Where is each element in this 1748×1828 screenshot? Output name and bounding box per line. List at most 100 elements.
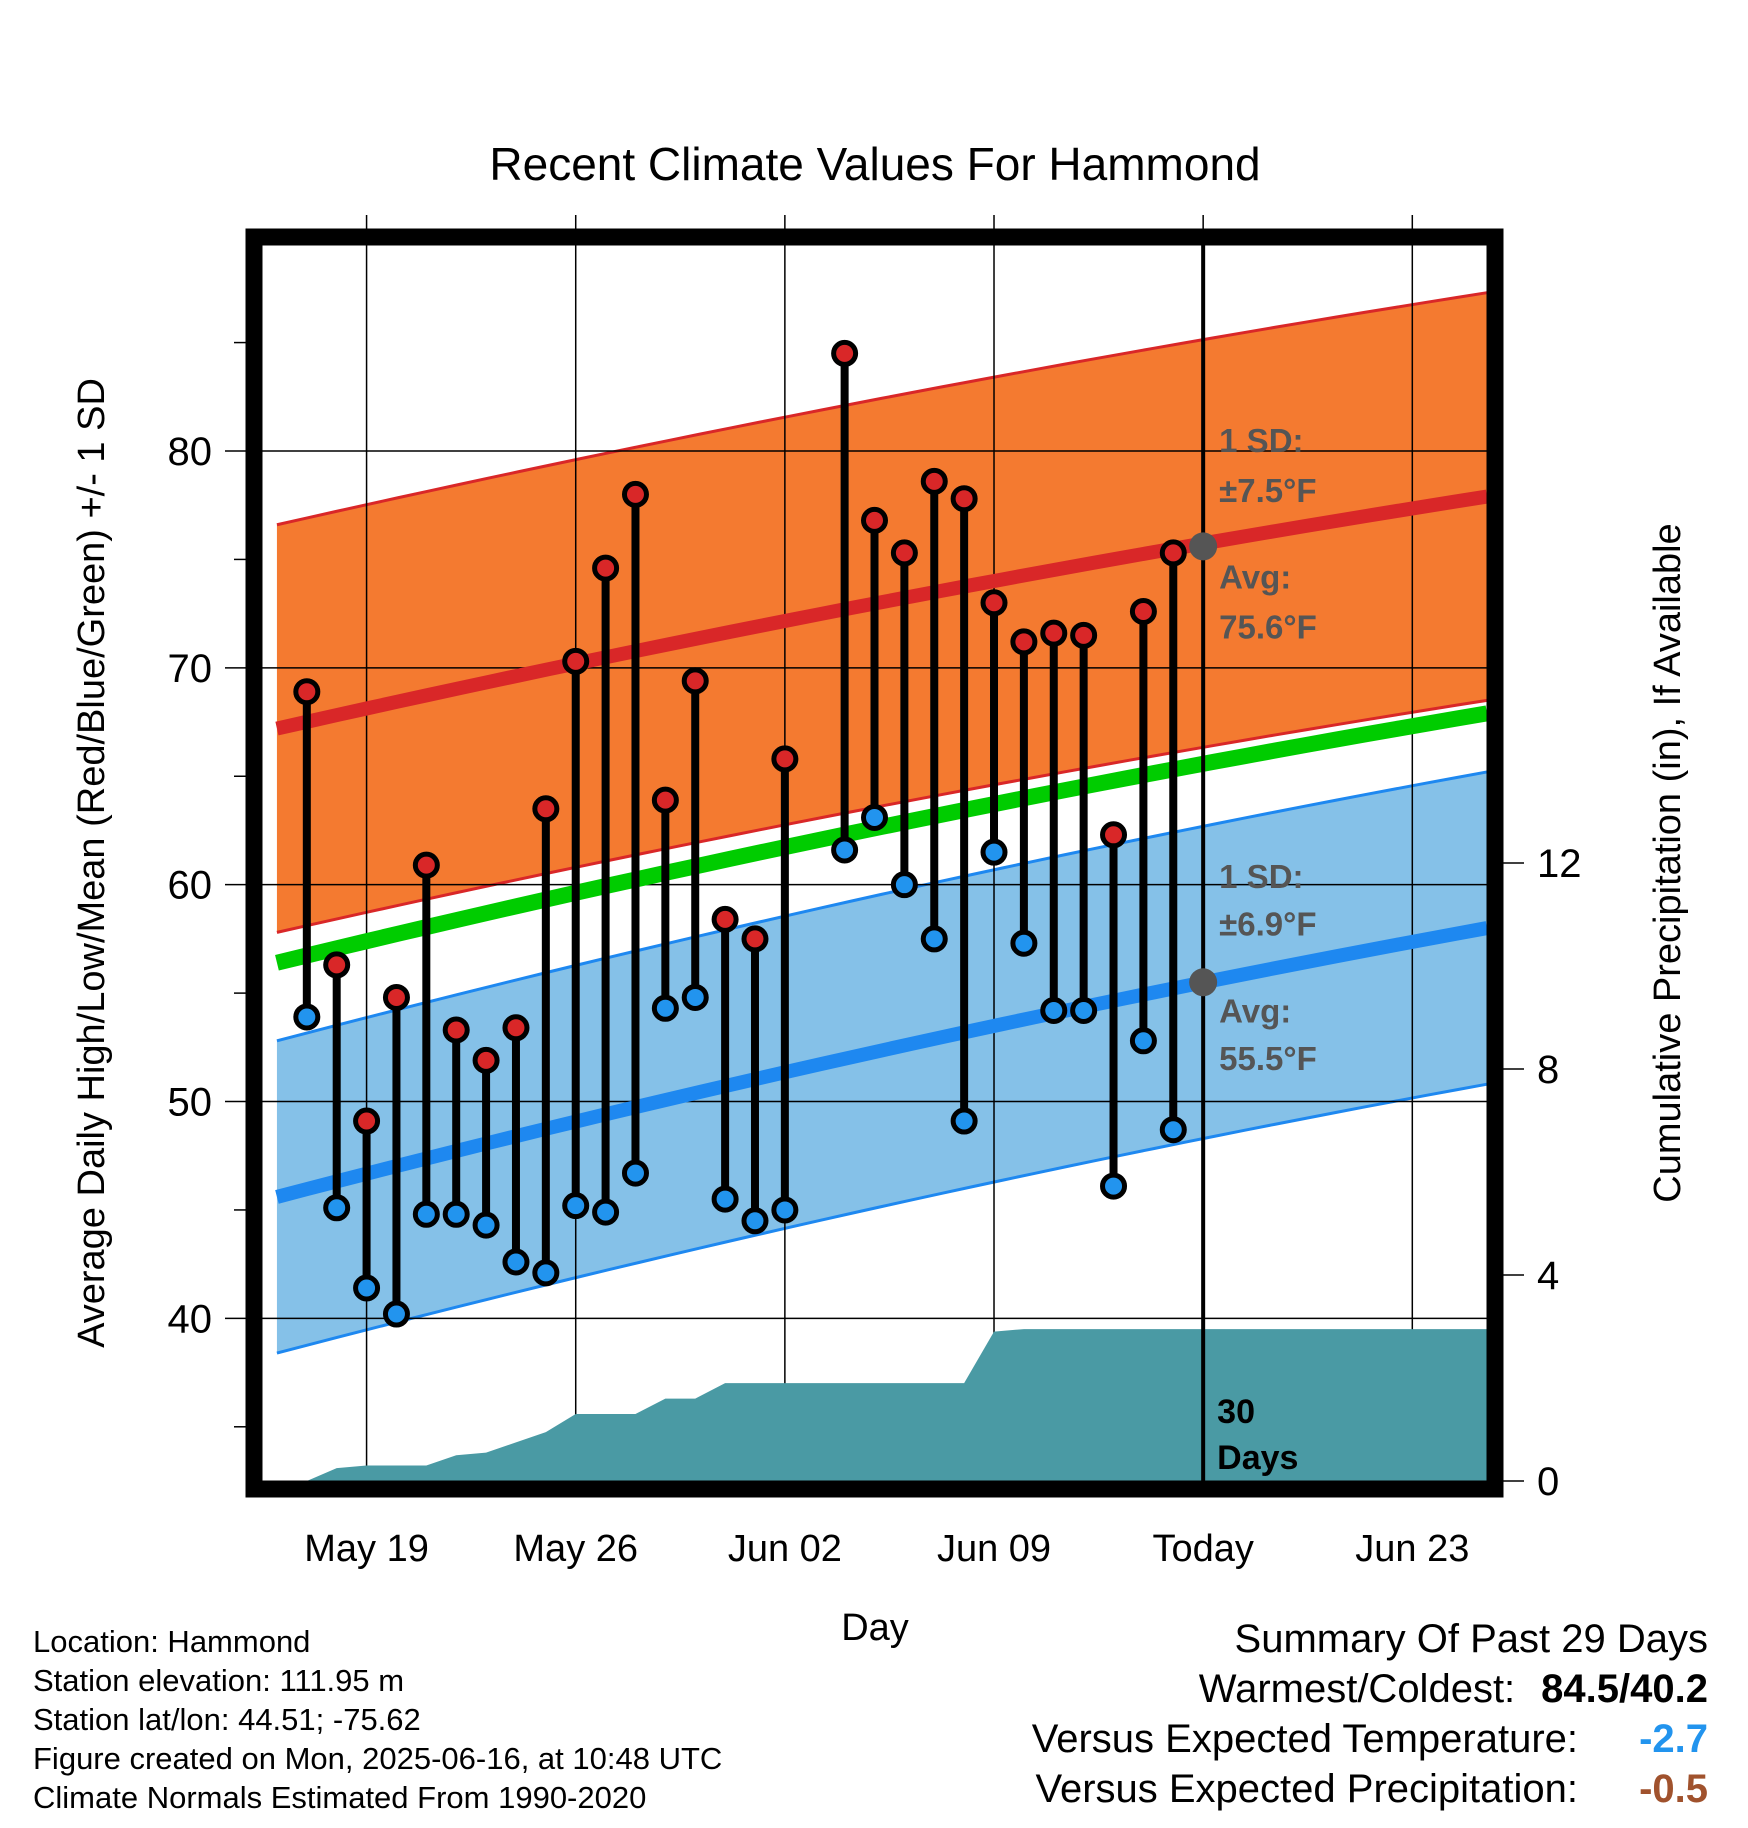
- x-tick-label: May 19: [304, 1528, 429, 1570]
- temp-row: Versus Expected Temperature: -2.7: [1032, 1714, 1708, 1764]
- low-point: [293, 1003, 321, 1031]
- high-point: [621, 480, 649, 508]
- location-text: Location: Hammond: [33, 1624, 311, 1659]
- days-count: 30: [1217, 1393, 1255, 1431]
- high-point: [1100, 821, 1128, 849]
- low-point: [1100, 1172, 1128, 1200]
- low-point: [890, 871, 918, 899]
- high-point: [890, 539, 918, 567]
- high-point: [681, 667, 709, 695]
- avg-high-line: [275, 489, 1489, 736]
- latlon-text: Station lat/lon: 44.51; -75.62: [33, 1702, 421, 1737]
- low-point: [532, 1259, 560, 1287]
- y2-tick-label: 4: [1537, 1254, 1559, 1298]
- high-point: [353, 1107, 381, 1135]
- low-point: [353, 1274, 381, 1302]
- x-tick-label: Jun 23: [1355, 1528, 1469, 1570]
- high-point: [442, 1016, 470, 1044]
- avg-low-line: [275, 921, 1489, 1204]
- high-point: [741, 925, 769, 953]
- precip-row: Versus Expected Precipitation: -0.5: [1032, 1764, 1708, 1814]
- low-point: [382, 1300, 410, 1328]
- high-sd-band-lower-edge: [276, 698, 1488, 934]
- elevation-text: Station elevation: 111.95 m: [33, 1663, 405, 1698]
- high-sd-label: 1 SD:: [1219, 422, 1303, 459]
- high-point: [502, 1014, 530, 1042]
- low-sd-band-upper-edge: [276, 770, 1488, 1043]
- created-text: Figure created on Mon, 2025-06-16, at 10…: [33, 1741, 723, 1776]
- high-point: [323, 951, 351, 979]
- x-tick-label: May 26: [513, 1528, 638, 1570]
- high-point: [950, 485, 978, 513]
- high-point: [382, 983, 410, 1011]
- high-point: [1010, 628, 1038, 656]
- low-point: [323, 1194, 351, 1222]
- precip-value: -0.5: [1639, 1767, 1708, 1811]
- low-point: [980, 838, 1008, 866]
- high-point: [831, 339, 859, 367]
- y-tick-label: 60: [168, 864, 213, 908]
- high-point: [532, 795, 560, 823]
- high-point: [1129, 597, 1157, 625]
- warm-cold-label: Warmest/Coldest:: [1198, 1667, 1516, 1711]
- high-point: [472, 1046, 500, 1074]
- low-sd-value: ±6.9°F: [1219, 906, 1316, 943]
- y2-tick-label: 12: [1537, 842, 1582, 886]
- high-avg-value: 75.6°F: [1219, 608, 1317, 645]
- y-axis-title: Average Daily High/Low/Mean (Red/Blue/Gr…: [71, 378, 113, 1348]
- low-sd-band-lower-edge: [276, 1082, 1488, 1355]
- high-point: [771, 745, 799, 773]
- low-point: [442, 1200, 470, 1228]
- low-point: [1040, 996, 1068, 1024]
- high-sd-band-upper-edge: [276, 291, 1488, 527]
- high-point: [651, 786, 679, 814]
- today-avg-high-marker: [1189, 532, 1218, 561]
- x-tick-label: Today: [1152, 1528, 1253, 1570]
- today-avg-low-marker: [1189, 968, 1218, 997]
- low-point: [502, 1248, 530, 1276]
- high-point: [562, 647, 590, 675]
- low-point: [1129, 1027, 1157, 1055]
- x-tick-label: Jun 02: [728, 1528, 842, 1570]
- low-point: [1010, 929, 1038, 957]
- warm-cold-value: 84.5/40.2: [1541, 1667, 1708, 1711]
- temp-value: -2.7: [1639, 1717, 1708, 1761]
- summary-panel: Summary Of Past 29 Days Warmest/Coldest:…: [1032, 1614, 1708, 1814]
- high-point: [293, 678, 321, 706]
- temp-label: Versus Expected Temperature:: [1031, 1717, 1578, 1761]
- low-point: [592, 1198, 620, 1226]
- station-info: Location: Hammond Station elevation: 111…: [33, 1622, 722, 1817]
- chart-title: Recent Climate Values For Hammond: [489, 138, 1260, 190]
- high-point: [1159, 539, 1187, 567]
- y-tick-label: 70: [168, 647, 213, 691]
- precip-area: [276, 1329, 1488, 1481]
- y-tick-label: 50: [168, 1081, 213, 1125]
- y-tick-label: 40: [168, 1297, 213, 1341]
- y2-tick-label: 0: [1537, 1460, 1559, 1504]
- plot-frame: [245, 228, 1504, 1498]
- low-point: [412, 1200, 440, 1228]
- y2-axis-title: Cumulative Precipitation (in), If Availa…: [1647, 523, 1689, 1202]
- high-point: [861, 506, 888, 534]
- warm-cold-row: Warmest/Coldest: 84.5/40.2: [1032, 1664, 1708, 1714]
- high-sd-value: ±7.5°F: [1219, 472, 1316, 509]
- low-point: [831, 836, 859, 864]
- low-point: [771, 1196, 799, 1224]
- x-tick-label: Jun 09: [937, 1528, 1051, 1570]
- low-point: [861, 803, 888, 831]
- low-point: [562, 1192, 590, 1220]
- y-tick-label: 80: [168, 430, 213, 474]
- high-point: [920, 467, 948, 495]
- high-point: [1070, 621, 1098, 649]
- x-axis-title: Day: [841, 1607, 909, 1649]
- low-point: [1070, 996, 1098, 1024]
- high-point: [412, 851, 440, 879]
- high-point: [711, 905, 739, 933]
- high-avg-label: Avg:: [1219, 559, 1291, 596]
- low-point: [711, 1185, 739, 1213]
- normals-text: Climate Normals Estimated From 1990-2020: [33, 1780, 647, 1815]
- low-point: [950, 1107, 978, 1135]
- low-point: [621, 1159, 649, 1187]
- low-sd-label: 1 SD:: [1219, 858, 1303, 895]
